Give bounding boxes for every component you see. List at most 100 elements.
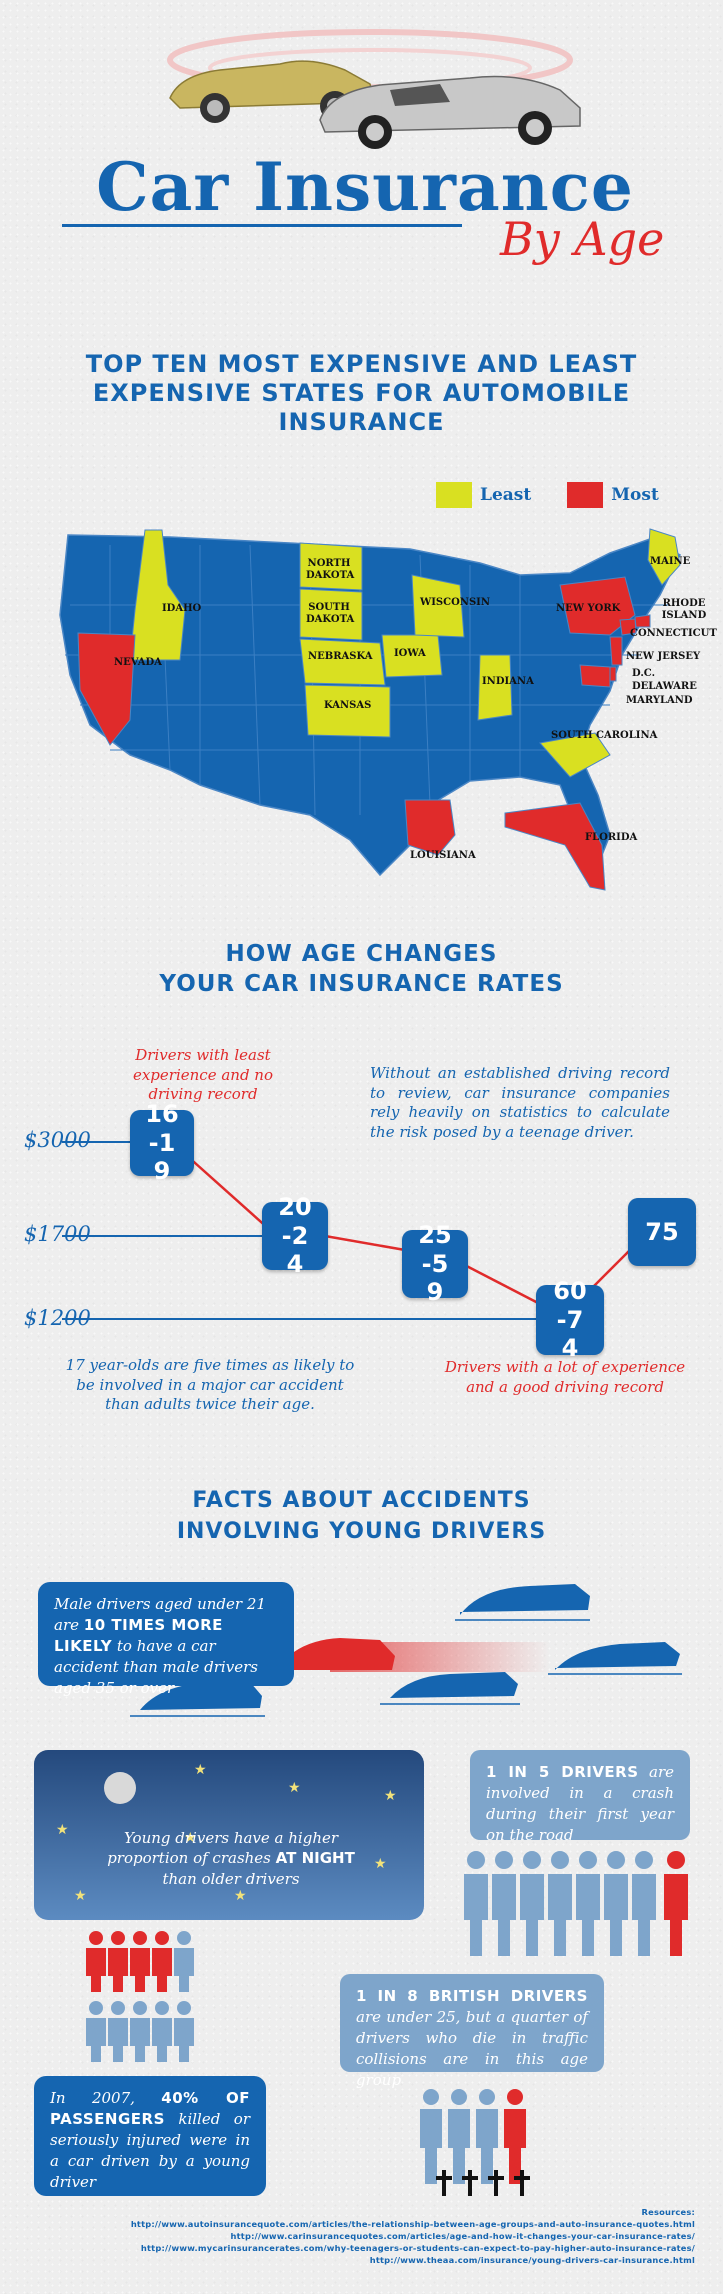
state-label-iowa: IOWA [394, 648, 426, 659]
resource-link[interactable]: http://www.carinsurancequotes.com/articl… [230, 2231, 695, 2242]
state-new-jersey [609, 636, 623, 666]
state-label-dc: D.C. [632, 668, 656, 679]
resource-link[interactable]: http://www.autoinsurancequote.com/articl… [130, 2219, 695, 2230]
svg-text:★: ★ [184, 1830, 197, 1846]
state-label-florida: FLORIDA [585, 832, 638, 843]
fact-emphasis: AT NIGHT [275, 1849, 355, 1868]
fact-emphasis: 1 IN 5 DRIVERS [486, 1763, 639, 1781]
resource-link[interactable]: http://www.mycarinsurancerates.com/why-t… [140, 2243, 695, 2254]
fact-text: In 2007, [50, 2089, 135, 2107]
map-section-heading: TOP TEN MOST EXPENSIVE AND LEAST EXPENSI… [30, 350, 693, 436]
age-box-16-19: 16-19 [130, 1100, 194, 1185]
svg-text:★: ★ [384, 1788, 397, 1804]
british-drivers-illustration [420, 2089, 530, 2196]
svg-text:★: ★ [374, 1856, 387, 1872]
state-label-connecticut: CONNECTICUT [630, 628, 717, 639]
svg-text:★: ★ [74, 1888, 87, 1904]
heading-line: INVOLVING YOUNG DRIVERS [176, 1518, 547, 1544]
heading-line: HOW AGE CHANGES [225, 941, 498, 967]
rates-lines [62, 1141, 641, 1320]
state-south-dakota [299, 588, 363, 641]
legend-swatch-least [436, 482, 472, 508]
state-florida [504, 802, 606, 891]
state-louisiana [404, 799, 456, 856]
fact-emphasis: 10 TIMES MORE LIKELY [54, 1616, 223, 1655]
state-indiana [477, 654, 513, 721]
state-idaho [129, 529, 186, 661]
state-maine [647, 528, 681, 586]
state-label-delaware: DELAWARE [632, 681, 697, 692]
state-north-dakota [299, 542, 363, 591]
state-nevada [77, 632, 136, 746]
svg-text:★: ★ [288, 1780, 301, 1796]
state-label-maine: MAINE [650, 556, 691, 567]
svg-text:★: ★ [234, 1888, 247, 1904]
note-no-record: Without an established driving record to… [370, 1064, 670, 1141]
state-wisconsin [411, 574, 465, 638]
price-label-high: $3000 [24, 1128, 91, 1152]
state-label-kansas: KANSAS [324, 700, 372, 711]
age-box-60-74: 60-74 [536, 1277, 604, 1362]
state-label-south-dakota: SOUTH DAKOTA [306, 602, 355, 625]
us-map [59, 528, 681, 891]
map-legend: Least Most [436, 482, 659, 508]
fact-emphasis: 1 IN 8 BRITISH DRIVERS [356, 1987, 588, 2005]
fact-male-drivers: Male drivers aged under 21 are 10 TIMES … [38, 1582, 294, 1697]
fact-text: are under 25, but a quarter of drivers w… [356, 2008, 588, 2089]
age-label: 25-59 [418, 1220, 452, 1307]
state-label-maryland: MARYLAND [626, 695, 693, 706]
state-label-new-york: NEW YORK [556, 603, 621, 614]
price-label-mid: $1700 [24, 1222, 91, 1246]
one-in-five-people-illustration [464, 1851, 688, 1956]
fact-one-in-five: 1 IN 5 DRIVERS are involved in a crash d… [470, 1750, 690, 1844]
state-rhode-island [634, 614, 651, 628]
state-label-indiana: INDIANA [482, 676, 534, 687]
racing-cars-illustration [130, 1584, 682, 1717]
fact-passengers: In 2007, 40% OF PASSENGERS killed or ser… [34, 2076, 266, 2196]
heading-line: YOUR CAR INSURANCE RATES [159, 970, 564, 997]
heading-line: INSURANCE [278, 407, 445, 436]
resources-list: Resources: http://www.autoinsurancequote… [131, 2206, 695, 2266]
age-label: 20-24 [278, 1192, 312, 1279]
fact-emphasis: 40% OF PASSENGERS [50, 2089, 251, 2128]
state-label-nevada: NEVADA [114, 657, 162, 668]
facts-section-heading: FACTS ABOUT ACCIDENTS INVOLVING YOUNG DR… [60, 1486, 663, 1548]
heading-line: EXPENSIVE STATES FOR AUTOMOBILE [92, 378, 631, 407]
rates-section-heading: HOW AGE CHANGES YOUR CAR INSURANCE RATES [60, 940, 663, 1000]
state-label-north-dakota: NORTH DAKOTA [306, 558, 355, 581]
legend-label-most: Most [611, 485, 659, 505]
fact-night: Young drivers have a higher proportion o… [96, 1828, 366, 1889]
age-box-25-59: 25-59 [402, 1221, 468, 1306]
resource-link[interactable]: http://www.theaa.com/insurance/young-dri… [369, 2255, 695, 2266]
fact-text: killed or seriously injured were in a ca… [50, 2110, 250, 2191]
forty-percent-people-illustration [86, 1931, 194, 2062]
state-nebraska [299, 638, 386, 686]
state-maryland [579, 664, 611, 688]
state-kansas [304, 684, 391, 738]
state-south-carolina [539, 732, 611, 778]
fact-text: than older drivers [162, 1869, 300, 1888]
legend-label-least: Least [480, 485, 532, 505]
state-label-nebraska: NEBRASKA [308, 651, 373, 662]
age-box-20-24: 20-24 [262, 1193, 328, 1278]
note-17-year-olds: 17 year-olds are five times as likely to… [65, 1356, 355, 1413]
svg-text:★: ★ [56, 1822, 69, 1838]
page-subtitle: By Age [500, 212, 665, 266]
state-label-rhode-island: RHODE ISLAND [661, 598, 707, 621]
note-young-drivers: Drivers with least experience and no dri… [132, 1046, 274, 1103]
legend-swatch-most [567, 482, 604, 508]
heading-line: FACTS ABOUT ACCIDENTS [192, 1488, 531, 1513]
night-stars-illustration: ★ ★ ★ ★ ★ ★ ★ ★ [56, 1762, 397, 1904]
age-box-75: 75 [628, 1198, 696, 1266]
price-label-low: $1200 [24, 1306, 91, 1330]
svg-text:★: ★ [194, 1762, 207, 1778]
age-label: 16-19 [145, 1099, 179, 1186]
state-connecticut [619, 618, 637, 636]
state-delaware [609, 666, 617, 682]
state-label-louisiana: LOUISIANA [410, 850, 476, 861]
night-sky-panel [34, 1750, 424, 1920]
state-label-south-carolina: SOUTH CAROLINA [551, 730, 658, 741]
state-label-wisconsin: WISCONSIN [420, 597, 490, 608]
fact-text: are involved in a crash during their fir… [486, 1763, 674, 1844]
age-label: 60-74 [553, 1276, 587, 1363]
